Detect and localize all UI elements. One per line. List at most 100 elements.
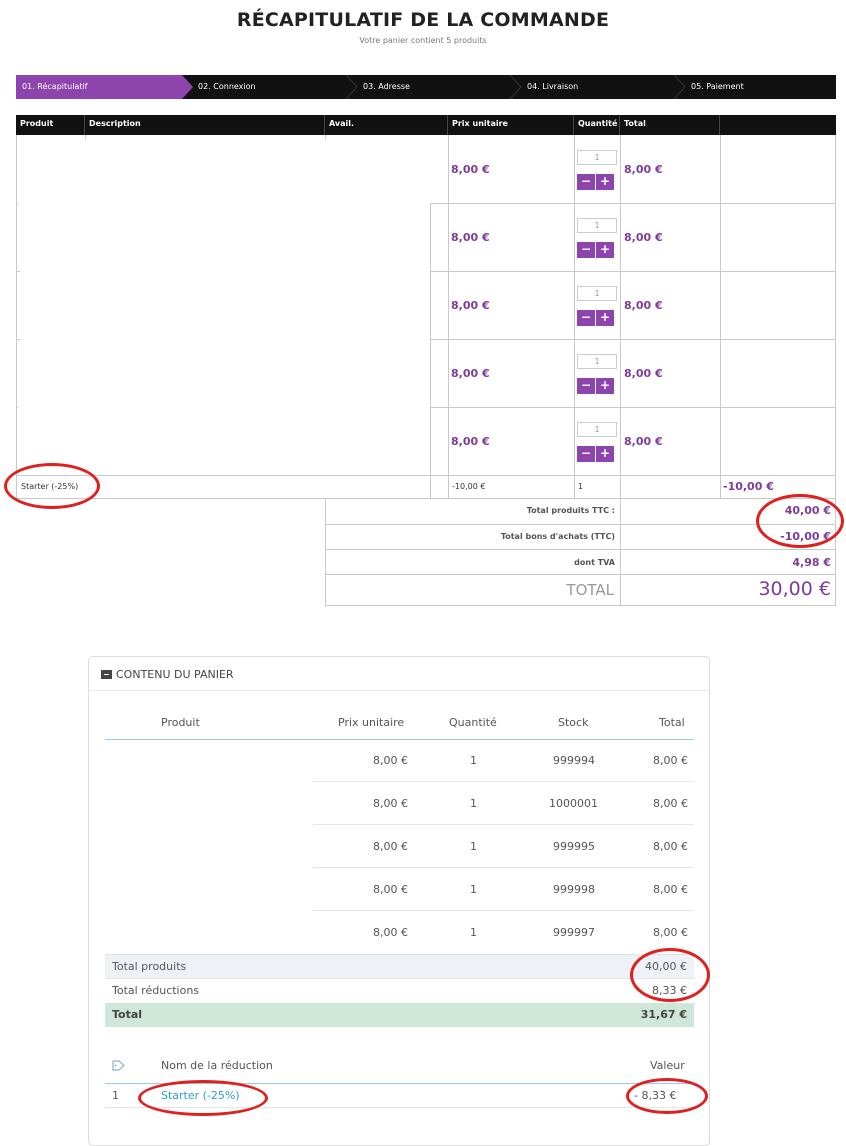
col-product: Produit <box>16 115 85 135</box>
col-quantity: Quantité <box>574 115 620 135</box>
totals-products-label: Total produits <box>112 960 187 973</box>
totals-row-total: Total 31,67 € <box>105 1003 694 1027</box>
totals-row-discounts: Total réductions 8,33 € <box>105 978 694 1002</box>
panel-stock: 999994 <box>553 754 595 767</box>
quantity-minus-button[interactable]: − <box>577 174 595 190</box>
summary-line <box>325 524 836 525</box>
tax-value: 4,98 € <box>792 556 831 569</box>
totals-row-products: Total produits 40,00 € <box>105 954 694 978</box>
discount-index: 1 <box>112 1089 119 1102</box>
quantity-plus-button[interactable]: + <box>596 242 614 258</box>
grand-total-value: 30,00 € <box>758 578 831 600</box>
quantity-minus-button[interactable]: − <box>577 378 595 394</box>
panel-total: 8,00 € <box>653 754 688 767</box>
panel-unit-price: 8,00 € <box>373 754 408 767</box>
unit-price: 8,00 € <box>451 163 490 176</box>
panel-total: 8,00 € <box>653 883 688 896</box>
panel-unit-price: 8,00 € <box>373 926 408 939</box>
quantity-plus-button[interactable]: + <box>596 310 614 326</box>
unit-price: 8,00 € <box>451 367 490 380</box>
col-description: Description <box>85 115 325 135</box>
panel-quantity: 1 <box>470 883 477 896</box>
discount-header-line <box>105 1083 694 1084</box>
step-shipping[interactable]: 04. Livraison <box>521 75 578 99</box>
grid-h <box>16 203 18 204</box>
step-login[interactable]: 02. Connexion <box>192 75 256 99</box>
panel-row-line <box>313 824 694 825</box>
grid-h <box>16 407 18 408</box>
quantity-plus-button[interactable]: + <box>596 446 614 462</box>
grid-h <box>430 407 836 408</box>
step-address-label: 03. Adresse <box>363 82 410 91</box>
panel-col-stock: Stock <box>558 716 589 729</box>
quantity-minus-button[interactable]: − <box>577 242 595 258</box>
annotation-ellipse <box>626 1078 708 1114</box>
panel-col-quantity: Quantité <box>449 716 497 729</box>
tax-label: dont TVA <box>574 558 615 567</box>
grid-v <box>620 135 621 499</box>
row-total: 8,00 € <box>624 163 663 176</box>
annotation-ellipse <box>138 1080 268 1116</box>
panel-title: CONTENU DU PANIER <box>116 668 234 681</box>
page-subtitle: Votre panier contient 5 produits <box>359 36 487 45</box>
panel-total: 8,00 € <box>653 797 688 810</box>
step-summary-label: 01. Récapitulatif <box>22 82 88 91</box>
summary-line <box>325 605 836 606</box>
discount-value-header: Valeur <box>650 1059 685 1072</box>
total-vouchers-label: Total bons d'achats (TTC) <box>500 532 615 541</box>
panel-stock: 999995 <box>553 840 595 853</box>
quantity-plus-button[interactable]: + <box>596 174 614 190</box>
discount-name-header: Nom de la réduction <box>161 1059 273 1072</box>
panel-unit-price: 8,00 € <box>373 797 408 810</box>
quantity-input[interactable]: 1 <box>577 422 617 437</box>
discount-total: -10,00 € <box>723 480 774 493</box>
totals-total-label: Total <box>112 1008 143 1021</box>
unit-price: 8,00 € <box>451 231 490 244</box>
grid-h <box>16 498 836 499</box>
panel-col-total: Total <box>659 716 685 729</box>
panel-unit-price: 8,00 € <box>373 840 408 853</box>
grand-total-label: TOTAL <box>566 581 614 599</box>
summary-line <box>325 549 836 550</box>
quantity-plus-button[interactable]: + <box>596 378 614 394</box>
discount-quantity: 1 <box>578 482 584 491</box>
annotation-ellipse <box>630 948 710 1002</box>
total-products-label: Total produits TTC : <box>526 506 615 515</box>
step-login-label: 02. Connexion <box>198 82 256 91</box>
quantity-stepper: 1 − + <box>577 354 617 394</box>
discount-row-line <box>105 1107 694 1108</box>
cart-table: Produit Description Avail. Prix unitaire… <box>16 115 836 610</box>
archive-icon <box>101 670 112 679</box>
panel-row-line <box>313 910 694 911</box>
quantity-stepper: 1 − + <box>577 286 617 326</box>
step-summary[interactable]: 01. Récapitulatif <box>16 75 193 99</box>
panel-quantity: 1 <box>470 797 477 810</box>
grid-h <box>16 475 836 476</box>
cart-table-header: Produit Description Avail. Prix unitaire… <box>16 115 836 135</box>
quantity-input[interactable]: 1 <box>577 286 617 301</box>
grid-h <box>16 271 20 272</box>
unit-price: 8,00 € <box>451 435 490 448</box>
panel-stock: 999998 <box>553 883 595 896</box>
grid-h <box>430 271 836 272</box>
annotation-ellipse <box>756 494 844 548</box>
summary-right-border <box>835 499 836 606</box>
panel-header: CONTENU DU PANIER <box>89 657 709 691</box>
panel-col-unit-price: Prix unitaire <box>338 716 405 729</box>
quantity-minus-button[interactable]: − <box>577 310 595 326</box>
page-title: RÉCAPITULATIF DE LA COMMANDE <box>236 9 610 31</box>
panel-quantity: 1 <box>470 840 477 853</box>
col-unit-price: Prix unitaire <box>448 115 574 135</box>
quantity-input[interactable]: 1 <box>577 354 617 369</box>
panel-total: 8,00 € <box>653 926 688 939</box>
quantity-minus-button[interactable]: − <box>577 446 595 462</box>
step-payment[interactable]: 05. Paiement <box>685 75 744 99</box>
summary-mid-border <box>620 499 621 606</box>
step-payment-label: 05. Paiement <box>691 82 744 91</box>
totals-discounts-label: Total réductions <box>112 984 200 997</box>
row-total: 8,00 € <box>624 435 663 448</box>
step-address[interactable]: 03. Adresse <box>357 75 410 99</box>
quantity-input[interactable]: 1 <box>577 150 617 165</box>
quantity-input[interactable]: 1 <box>577 218 617 233</box>
panel-header-line <box>105 739 694 740</box>
